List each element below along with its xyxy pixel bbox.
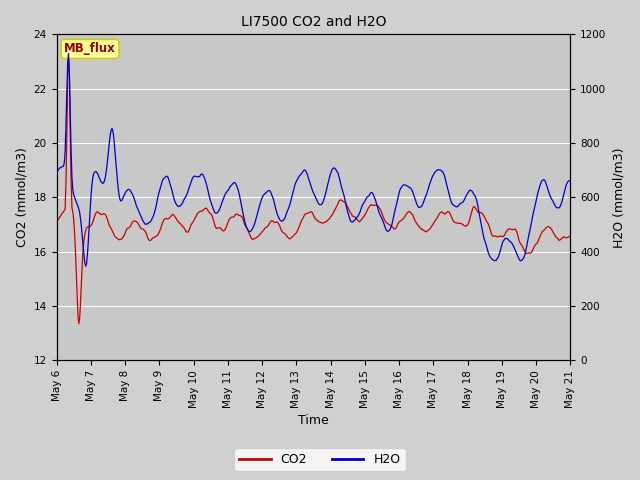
Y-axis label: CO2 (mmol/m3): CO2 (mmol/m3): [15, 147, 28, 247]
Y-axis label: H2O (mmol/m3): H2O (mmol/m3): [612, 147, 625, 248]
Legend: CO2, H2O: CO2, H2O: [234, 448, 406, 471]
Title: LI7500 CO2 and H2O: LI7500 CO2 and H2O: [241, 15, 387, 29]
Text: MB_flux: MB_flux: [64, 43, 116, 56]
X-axis label: Time: Time: [298, 414, 329, 427]
